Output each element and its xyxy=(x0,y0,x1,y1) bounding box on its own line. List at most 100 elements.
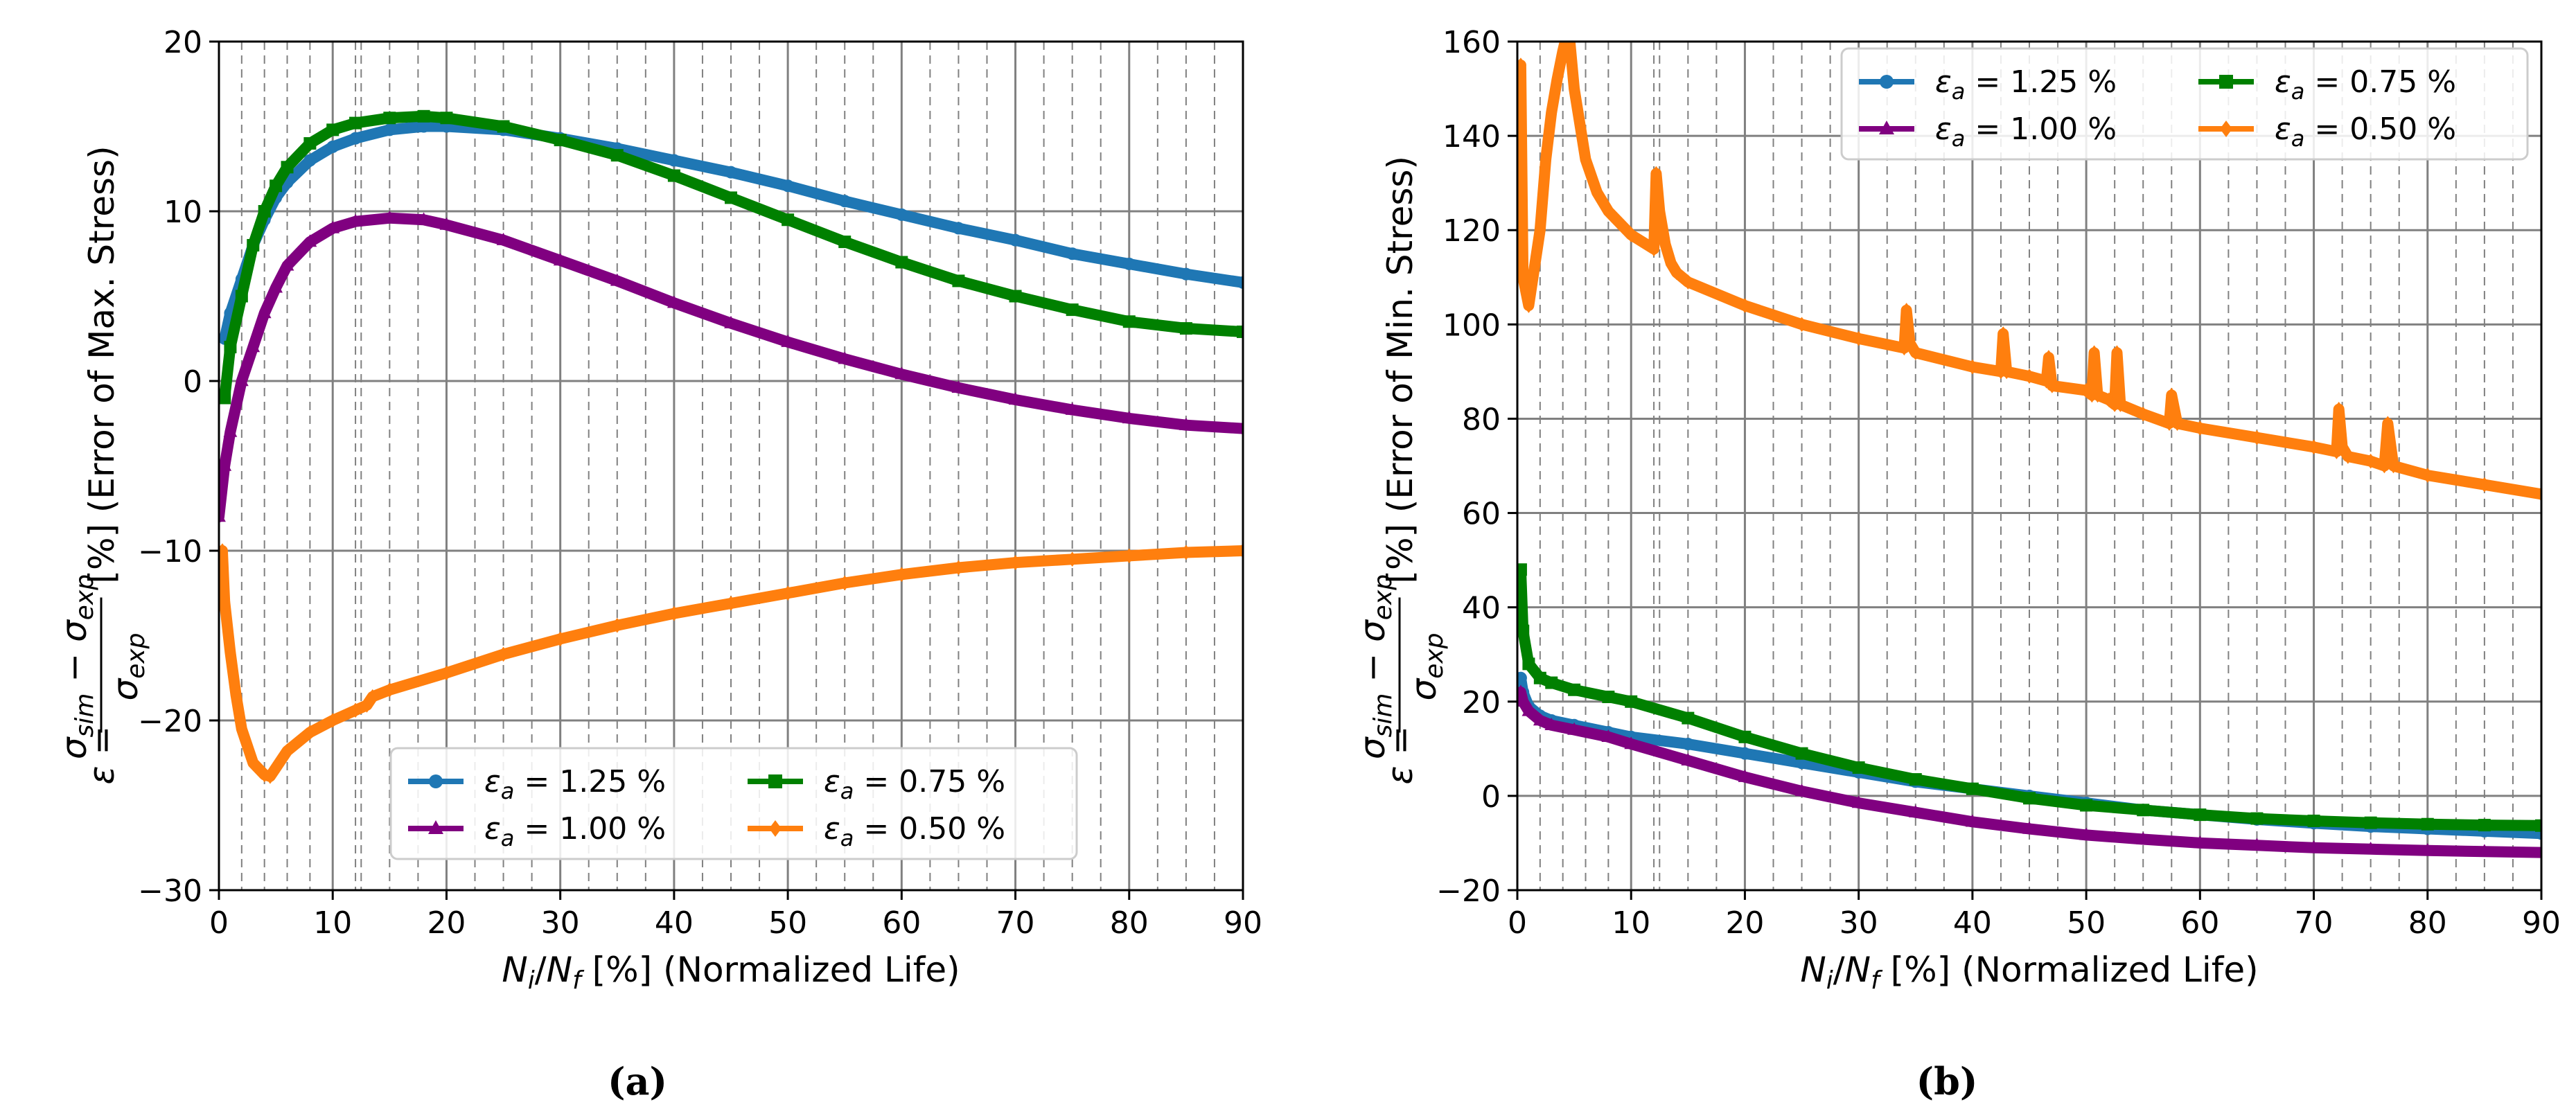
data-point xyxy=(724,315,738,328)
panel-caption: (a) xyxy=(608,1059,667,1104)
legend-swatch-marker xyxy=(429,774,443,788)
data-point xyxy=(1517,671,1527,684)
data-point xyxy=(1066,551,1078,567)
legend: εa = 1.25 % εa = 1.00 % εa = 0.75 % εa = 0.… xyxy=(389,747,1078,860)
data-point xyxy=(280,258,294,271)
y-label-denominator: σexp xyxy=(105,632,150,700)
data-point xyxy=(1533,671,1546,684)
data-point xyxy=(2193,835,2207,849)
data-point xyxy=(349,213,362,227)
data-point xyxy=(1966,782,1979,795)
legend-swatch-marker xyxy=(1880,75,1894,89)
legend-label: εa = 0.50 % xyxy=(824,811,1005,851)
legend-label: εa = 1.25 % xyxy=(484,764,666,804)
data-point xyxy=(1236,420,1243,434)
y-tick-label: 100 xyxy=(1443,308,1501,343)
x-axis-label: Ni/Nf [%] (Normalized Life) xyxy=(502,950,960,995)
data-point xyxy=(1997,326,2009,342)
data-point xyxy=(236,721,247,737)
y-tick-label: 20 xyxy=(164,25,202,60)
plot-area xyxy=(219,109,1243,784)
data-point xyxy=(2421,817,2434,831)
data-point xyxy=(554,134,567,147)
y-tick-label: 40 xyxy=(1462,591,1501,626)
data-point xyxy=(782,213,795,227)
data-point xyxy=(2421,468,2433,483)
data-point xyxy=(2136,831,2151,844)
data-point xyxy=(496,232,511,245)
data-point xyxy=(349,132,362,145)
data-point xyxy=(417,109,430,123)
data-point xyxy=(1123,548,1135,564)
data-point xyxy=(610,149,624,162)
y-tick-label: −10 xyxy=(138,534,202,569)
data-point xyxy=(2478,819,2491,832)
legend-swatch-marker xyxy=(2220,121,2232,137)
data-point xyxy=(896,567,908,583)
data-point xyxy=(1009,233,1022,247)
data-point xyxy=(1648,241,1660,257)
legend-label: εa = 0.50 % xyxy=(2275,112,2456,152)
data-point xyxy=(1008,392,1023,405)
data-point xyxy=(1540,152,1552,167)
data-point xyxy=(1557,43,1569,59)
data-point xyxy=(1065,402,1079,415)
data-point xyxy=(257,305,272,319)
data-point xyxy=(2194,808,2207,822)
data-point xyxy=(2336,439,2348,455)
data-point xyxy=(2535,486,2541,502)
y-label-numerator: σsim − σexp xyxy=(1352,574,1397,759)
data-point xyxy=(1517,693,1530,707)
series-line xyxy=(219,121,1243,344)
data-point xyxy=(247,239,260,251)
x-tick-label: 60 xyxy=(882,905,921,941)
data-point xyxy=(219,458,232,471)
data-point xyxy=(2307,814,2320,827)
data-point xyxy=(839,575,851,591)
y-tick-label: −30 xyxy=(138,874,202,909)
legend-label: εa = 0.75 % xyxy=(824,764,1005,804)
data-point xyxy=(952,274,965,287)
data-point xyxy=(1122,315,1136,328)
data-point xyxy=(2109,397,2121,412)
legend-swatch-marker xyxy=(2219,75,2233,89)
data-point xyxy=(2379,458,2390,474)
data-point xyxy=(497,646,509,662)
data-point xyxy=(326,140,339,153)
data-point xyxy=(1853,330,1864,346)
x-tick-label: 50 xyxy=(2067,905,2106,941)
data-point xyxy=(439,217,454,230)
data-point xyxy=(2333,402,2345,417)
x-tick-label: 80 xyxy=(2408,905,2447,941)
y-tick-label: 10 xyxy=(164,195,202,230)
data-point xyxy=(326,220,340,233)
data-point xyxy=(281,743,293,759)
data-point xyxy=(1517,57,1527,73)
x-tick-label: 60 xyxy=(2180,905,2219,941)
x-tick-label: 90 xyxy=(1224,905,1262,941)
data-point xyxy=(1544,718,1559,731)
data-point xyxy=(2420,843,2435,856)
data-point xyxy=(2115,397,2126,412)
data-point xyxy=(1591,184,1603,200)
data-point xyxy=(1625,695,1638,708)
data-point xyxy=(2022,821,2036,834)
data-point xyxy=(2001,364,2013,380)
x-tick-label: 30 xyxy=(541,905,580,941)
data-point xyxy=(1517,563,1527,576)
data-point xyxy=(246,339,261,353)
data-point xyxy=(1122,257,1136,270)
data-point xyxy=(224,341,237,353)
data-point xyxy=(953,560,964,576)
data-point xyxy=(230,687,242,703)
data-point xyxy=(497,120,510,133)
data-point xyxy=(1624,736,1639,750)
data-point xyxy=(2137,406,2149,422)
legend: εa = 1.25 % εa = 1.00 % εa = 0.75 % εa = 0.… xyxy=(1840,47,2529,161)
data-point xyxy=(1546,105,1558,120)
data-point xyxy=(416,212,431,225)
data-point xyxy=(2040,373,2052,389)
data-point xyxy=(1738,747,1752,760)
legend-label: εa = 1.00 % xyxy=(484,811,666,851)
data-point xyxy=(2250,838,2264,851)
